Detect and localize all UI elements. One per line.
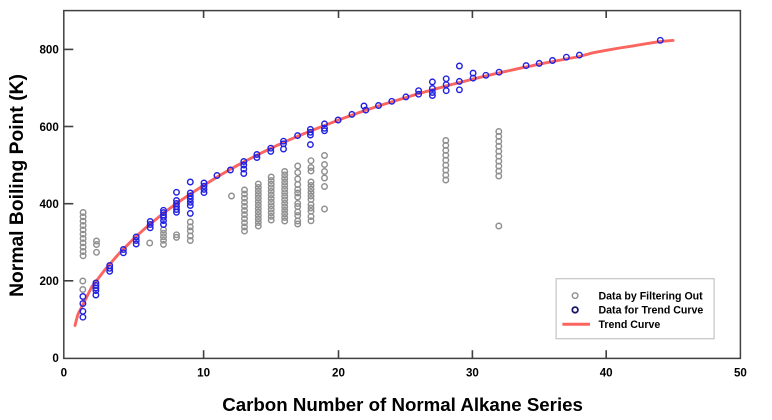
svg-text:800: 800 <box>39 44 58 57</box>
svg-text:Data by Filtering Out: Data by Filtering Out <box>599 290 704 302</box>
svg-text:0: 0 <box>52 352 58 365</box>
svg-text:50: 50 <box>734 367 747 380</box>
svg-text:Trend Curve: Trend Curve <box>599 319 661 331</box>
svg-text:40: 40 <box>600 367 613 380</box>
svg-text:0: 0 <box>61 367 67 380</box>
svg-text:10: 10 <box>197 367 210 380</box>
svg-text:20: 20 <box>332 367 345 380</box>
svg-text:600: 600 <box>39 121 58 134</box>
svg-text:200: 200 <box>39 275 58 288</box>
svg-text:400: 400 <box>39 198 58 211</box>
svg-text:Data for Trend Curve: Data for Trend Curve <box>599 305 704 317</box>
svg-text:Normal Boiling Point (K): Normal Boiling Point (K) <box>7 74 28 297</box>
svg-text:30: 30 <box>466 367 479 380</box>
svg-text:Carbon Number of Normal Alkane: Carbon Number of Normal Alkane Series <box>222 394 583 415</box>
